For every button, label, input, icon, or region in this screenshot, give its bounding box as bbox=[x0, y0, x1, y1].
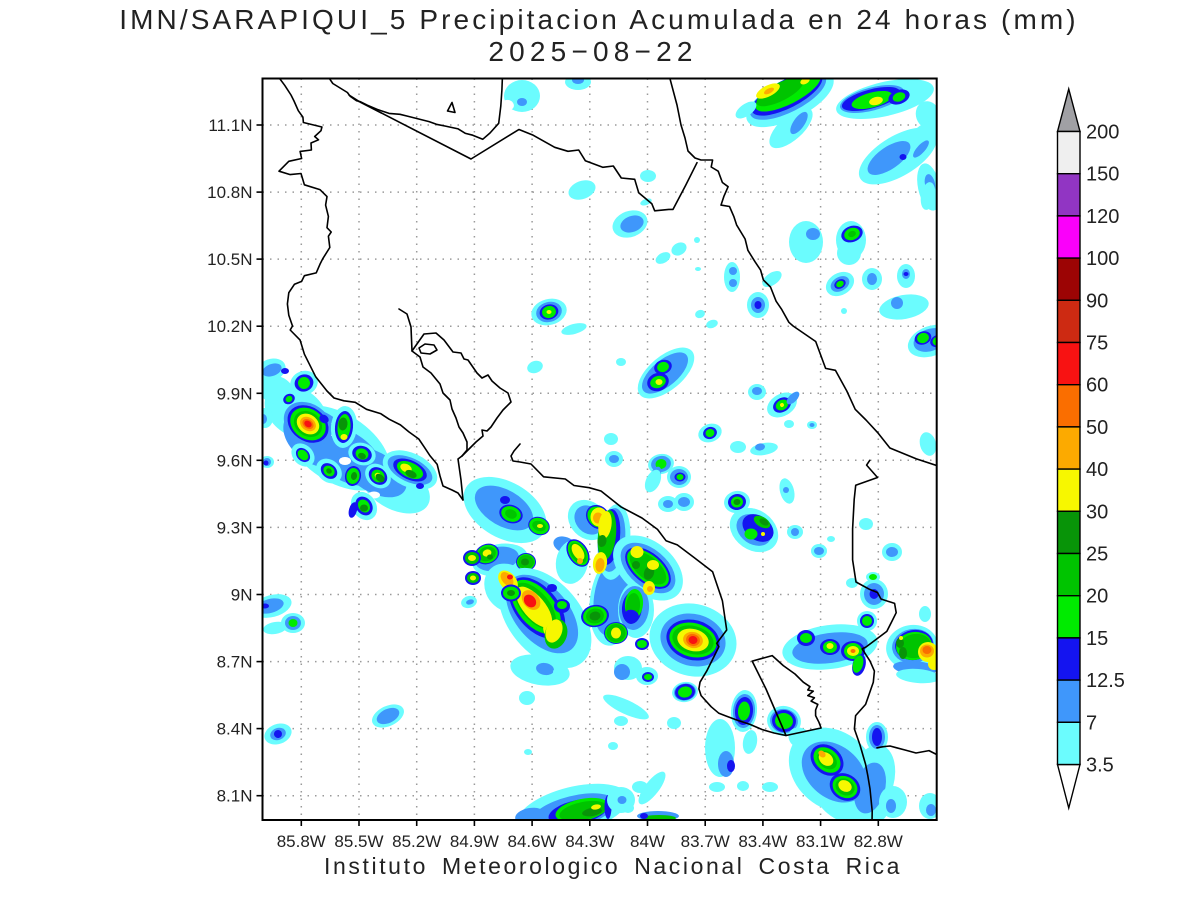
svg-text:85.5W: 85.5W bbox=[334, 832, 383, 851]
svg-text:Instituto Meteorologico Nacion: Instituto Meteorologico Nacional Costa R… bbox=[324, 853, 902, 879]
svg-text:7: 7 bbox=[1086, 712, 1097, 734]
svg-text:8.7N: 8.7N bbox=[217, 653, 253, 672]
svg-text:30: 30 bbox=[1086, 501, 1108, 523]
svg-text:20: 20 bbox=[1086, 586, 1108, 608]
svg-text:120: 120 bbox=[1086, 206, 1119, 228]
svg-text:75: 75 bbox=[1086, 333, 1108, 355]
svg-text:83.1W: 83.1W bbox=[796, 832, 845, 851]
svg-text:200: 200 bbox=[1086, 122, 1119, 144]
svg-text:60: 60 bbox=[1086, 375, 1108, 397]
svg-text:9.6N: 9.6N bbox=[217, 451, 253, 470]
svg-text:84W: 84W bbox=[630, 832, 665, 851]
svg-text:100: 100 bbox=[1086, 248, 1119, 270]
svg-text:84.9W: 84.9W bbox=[450, 832, 499, 851]
svg-text:3.5: 3.5 bbox=[1086, 755, 1114, 777]
svg-text:83.7W: 83.7W bbox=[681, 832, 730, 851]
svg-text:10.8N: 10.8N bbox=[207, 183, 252, 202]
svg-text:2025−08−22: 2025−08−22 bbox=[488, 36, 697, 67]
svg-text:84.6W: 84.6W bbox=[508, 832, 557, 851]
svg-text:8.1N: 8.1N bbox=[217, 787, 253, 806]
svg-text:90: 90 bbox=[1086, 290, 1108, 312]
svg-text:50: 50 bbox=[1086, 417, 1108, 439]
svg-text:85.8W: 85.8W bbox=[277, 832, 326, 851]
svg-text:15: 15 bbox=[1086, 628, 1108, 650]
svg-text:8.4N: 8.4N bbox=[217, 720, 253, 739]
svg-text:9.3N: 9.3N bbox=[217, 518, 253, 537]
svg-text:9N: 9N bbox=[231, 586, 253, 605]
svg-text:11.1N: 11.1N bbox=[208, 116, 252, 135]
svg-text:9.9N: 9.9N bbox=[217, 384, 253, 403]
svg-text:25: 25 bbox=[1086, 544, 1108, 566]
svg-text:10.2N: 10.2N bbox=[207, 317, 252, 336]
svg-text:83.4W: 83.4W bbox=[738, 832, 787, 851]
svg-text:82.8W: 82.8W bbox=[854, 832, 903, 851]
svg-text:84.3W: 84.3W bbox=[565, 832, 614, 851]
svg-text:150: 150 bbox=[1086, 164, 1119, 186]
svg-text:40: 40 bbox=[1086, 459, 1108, 481]
svg-text:85.2W: 85.2W bbox=[392, 832, 441, 851]
svg-text:12.5: 12.5 bbox=[1086, 670, 1125, 692]
svg-text:IMN/SARAPIQUI_5 Precipitacion: IMN/SARAPIQUI_5 Precipitacion Acumulada … bbox=[119, 4, 1078, 35]
svg-text:10.5N: 10.5N bbox=[207, 250, 252, 269]
